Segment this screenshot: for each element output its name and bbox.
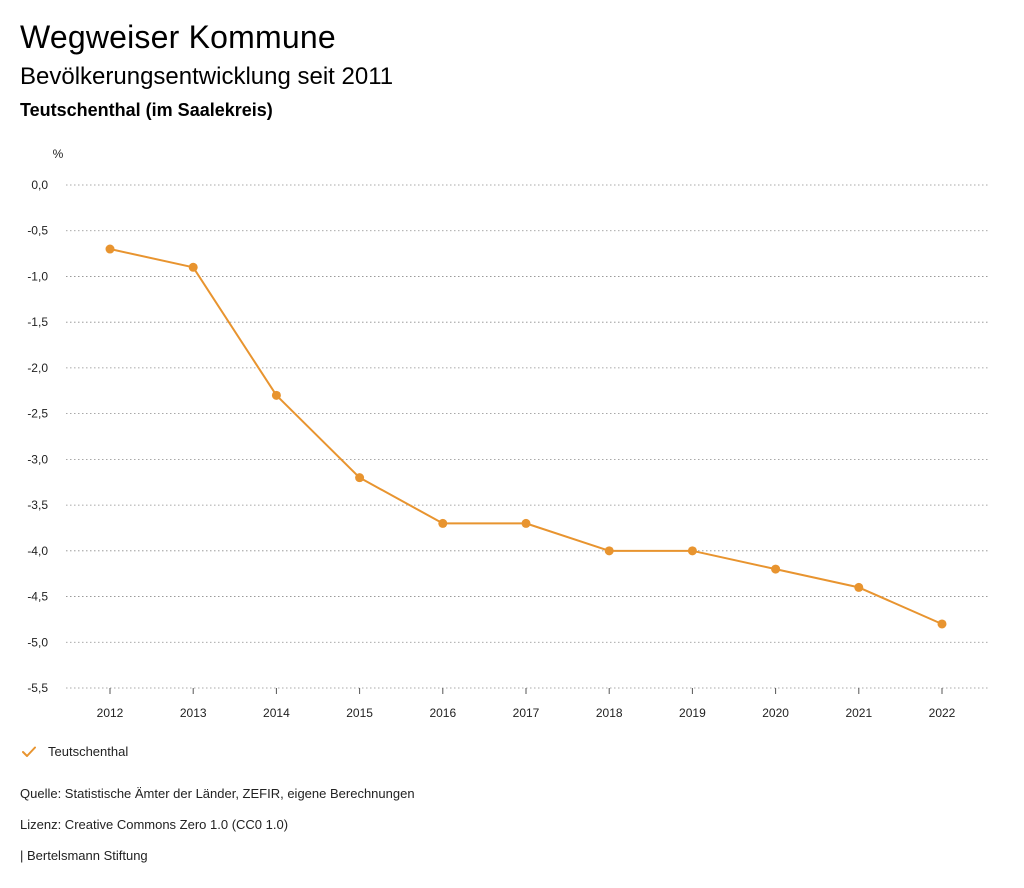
data-point	[604, 546, 614, 556]
data-point	[687, 546, 697, 556]
y-tick-label: -1,5	[27, 315, 48, 329]
data-point	[271, 390, 281, 400]
app-title: Wegweiser Kommune	[20, 19, 336, 55]
y-tick-label: -3,5	[27, 498, 48, 512]
y-axis: % 0,0 -0,5 -1,0 -1,5 -2,0 -2,5 -3,0 -3,5 -4,0 -4,…	[27, 147, 63, 695]
line-chart: % 0,0 -0,5 -1,0 -1,5 -2,0 -2,5 -3,0 -3,5 -4,0 -4,…	[27, 147, 990, 720]
y-tick-label: -4,5	[27, 590, 48, 604]
y-tick-label: -3,0	[27, 452, 48, 466]
data-point	[105, 244, 115, 254]
x-tick-label: 2018	[596, 706, 623, 720]
y-tick-label: -1,0	[27, 269, 48, 283]
x-tick-label: 2021	[845, 706, 872, 720]
y-tick-label: -2,0	[27, 361, 48, 375]
y-tick-label: 0,0	[31, 178, 48, 192]
y-axis-unit-label: %	[53, 147, 64, 161]
data-point	[355, 473, 365, 483]
source-note: Quelle: Statistische Ämter der Länder, Z…	[20, 786, 415, 801]
checkmark-icon	[22, 746, 36, 757]
x-axis: 2012 2013 2014 2015 2016 2017 2018 2019 2020 2021…	[97, 688, 956, 720]
chart-region-label: Teutschenthal (im Saalekreis)	[20, 100, 273, 120]
data-point	[854, 582, 864, 592]
data-point	[188, 262, 198, 272]
chart-grid	[66, 184, 990, 689]
series-line	[109, 248, 943, 625]
data-point	[521, 518, 531, 528]
x-tick-label: 2017	[513, 706, 540, 720]
chart-header: Wegweiser Kommune Bevölkerungsentwicklun…	[20, 18, 1000, 122]
data-point	[438, 518, 448, 528]
x-tick-label: 2020	[762, 706, 789, 720]
data-point	[937, 619, 947, 629]
chart-subtitle: Bevölkerungsentwicklung seit 2011	[20, 63, 394, 90]
chart-footer: Quelle: Statistische Ämter der Länder, Z…	[20, 785, 415, 878]
y-tick-label: -5,0	[27, 635, 48, 649]
y-tick-label: -4,0	[27, 544, 48, 558]
license-note: Lizenz: Creative Commons Zero 1.0 (CC0 1…	[20, 817, 289, 832]
x-tick-label: 2013	[180, 706, 207, 720]
y-tick-label: -0,5	[27, 224, 48, 238]
series-teutschenthal	[105, 244, 947, 629]
y-tick-label: -5,5	[27, 681, 48, 695]
publisher-note: | Bertelsmann Stiftung	[20, 848, 148, 863]
x-tick-label: 2014	[263, 706, 290, 720]
x-tick-label: 2022	[929, 706, 956, 720]
y-tick-label: -2,5	[27, 407, 48, 421]
legend-item-label: Teutschenthal	[48, 744, 129, 759]
x-tick-label: 2019	[679, 706, 706, 720]
data-point	[771, 564, 781, 574]
x-tick-label: 2012	[97, 706, 124, 720]
chart-legend[interactable]: Teutschenthal	[22, 744, 128, 759]
x-tick-label: 2015	[346, 706, 373, 720]
x-tick-label: 2016	[429, 706, 456, 720]
